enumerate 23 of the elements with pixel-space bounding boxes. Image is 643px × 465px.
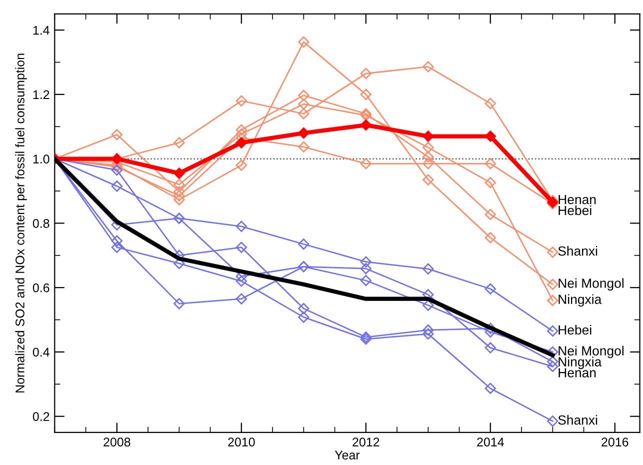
x-tick-label: 2014 [477, 438, 504, 446]
y-tick-label: 0.8 [32, 219, 50, 228]
series-label: Shanxi [558, 246, 598, 256]
y-tick-label: 1.2 [33, 90, 50, 99]
x-axis-title: Year [334, 450, 360, 460]
x-tick-label: 2010 [228, 438, 255, 446]
series-label: Hebei [558, 205, 592, 216]
y-tick-label: 1.4 [33, 26, 50, 35]
series-label: Ningxia [558, 294, 602, 307]
y-tick-label: 0.2 [32, 412, 50, 422]
series-label: Ningxia [558, 356, 602, 370]
series-label: Henan [558, 368, 596, 378]
series-label: Nei Mongol [558, 278, 624, 291]
y-axis-title: Normalized SO2 and NOx content per fossil fuel consumption [15, 54, 27, 392]
y-tick-label: 1.0 [33, 154, 50, 164]
series-label: Henan [558, 195, 596, 204]
y-tick-label: 0.6 [32, 283, 50, 292]
x-tick-label: 2012 [352, 438, 380, 446]
y-tick-label: 0.4 [32, 348, 50, 357]
series-label: Shanxi [558, 415, 598, 425]
x-tick-label: 2016 [602, 438, 628, 446]
series-label: Hebei [558, 324, 592, 335]
x-tick-label: 2008 [104, 438, 130, 446]
